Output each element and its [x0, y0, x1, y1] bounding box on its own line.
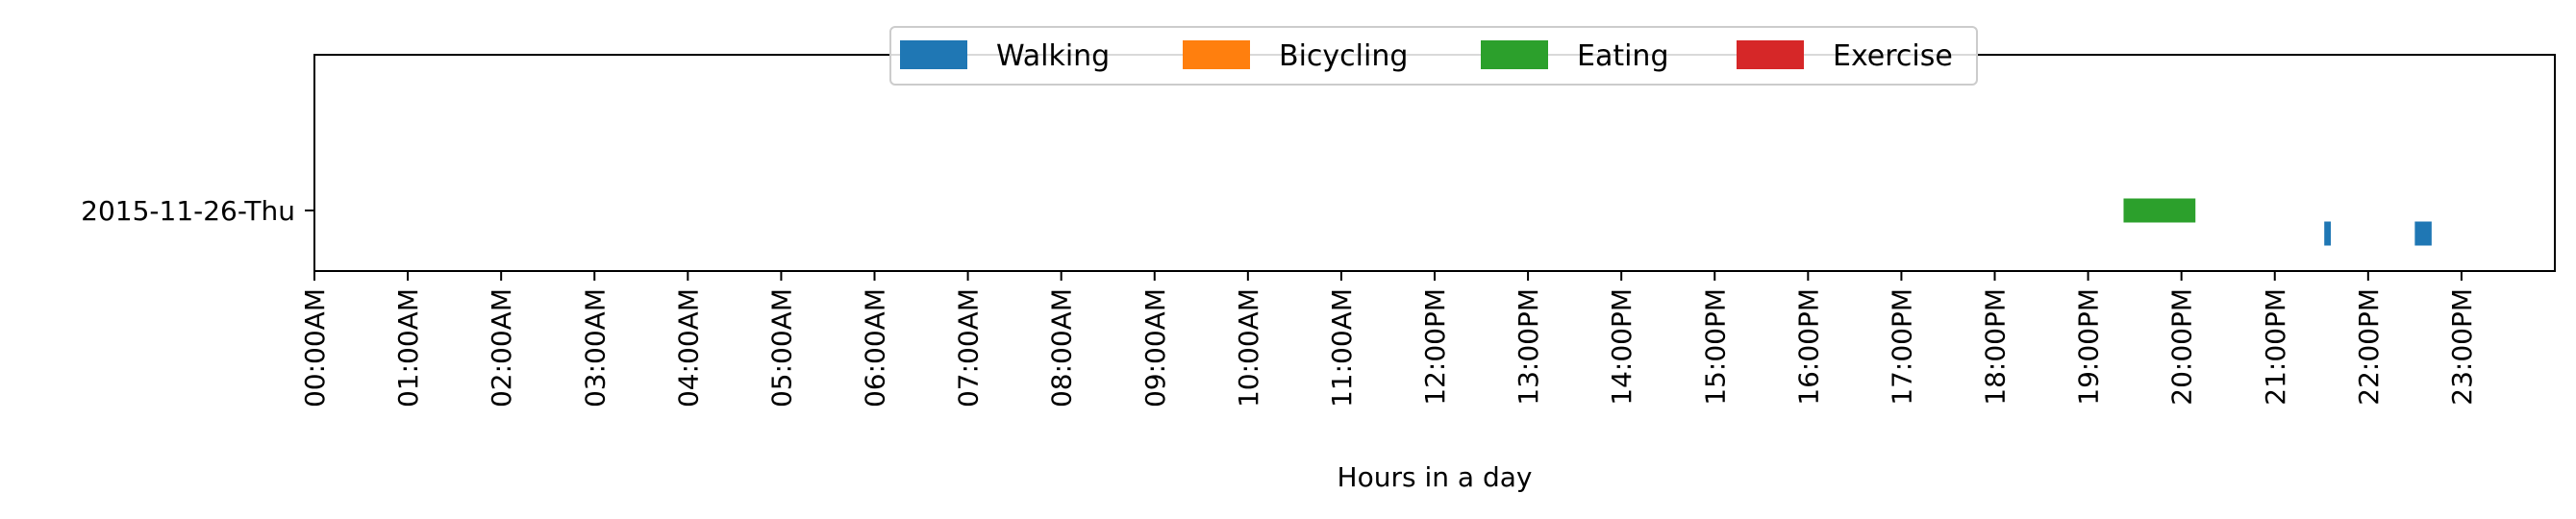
x-tick-label: 17:00PM	[1886, 288, 1917, 406]
x-tick-label: 20:00PM	[2166, 288, 2198, 406]
plot-frame	[313, 54, 2556, 272]
x-tick-label: 19:00PM	[2073, 288, 2105, 406]
x-axis: 00:00AM 01:00AM 02:00AM 03:00AM 04:00AM 05:00…	[299, 271, 2478, 408]
bar-walking-0	[2324, 221, 2331, 246]
x-tick-label: 12:00PM	[1419, 288, 1451, 406]
x-tick-label: 05:00AM	[765, 288, 797, 408]
legend-label-bicycling: Bicycling	[1279, 39, 1408, 73]
x-tick-label: 09:00AM	[1139, 288, 1171, 408]
legend-swatch-eating	[1481, 40, 1548, 69]
bars-layer	[2123, 198, 2432, 246]
x-tick-label: 22:00PM	[2353, 288, 2385, 406]
x-tick-label: 11:00AM	[1326, 288, 1358, 408]
x-tick-label: 08:00AM	[1046, 288, 1078, 408]
legend-swatch-bicycling	[1183, 40, 1250, 69]
x-axis-label: Hours in a day	[1338, 461, 1533, 493]
x-tick-label: 06:00AM	[860, 288, 891, 408]
legend-swatch-exercise	[1737, 40, 1804, 69]
x-tick-label: 21:00PM	[2260, 288, 2291, 406]
x-tick-label: 14:00PM	[1606, 288, 1638, 406]
x-tick-label: 15:00PM	[1699, 288, 1731, 406]
bar-walking-1	[2414, 221, 2432, 246]
x-tick-label: 04:00AM	[672, 288, 704, 408]
x-tick-label: 16:00PM	[1792, 288, 1824, 406]
bar-eating-0	[2123, 198, 2196, 223]
y-tick-label: 2015-11-26-Thu	[81, 195, 295, 227]
legend-label-eating: Eating	[1577, 39, 1669, 73]
x-tick-label: 07:00AM	[953, 288, 985, 408]
x-tick-label: 13:00PM	[1513, 288, 1544, 406]
legend: Walking Bicycling Eating Exercise	[889, 26, 1978, 86]
y-axis: 2015-11-26-Thu	[81, 195, 314, 227]
x-tick-label: 23:00PM	[2446, 288, 2478, 406]
x-tick-label: 01:00AM	[392, 288, 424, 408]
legend-swatch-walking	[900, 40, 967, 69]
legend-label-walking: Walking	[996, 39, 1110, 73]
x-tick-label: 10:00AM	[1233, 288, 1264, 408]
x-tick-label: 18:00PM	[1980, 288, 2012, 406]
legend-box	[889, 26, 1978, 86]
x-tick-label: 02:00AM	[486, 288, 517, 408]
x-tick-label: 03:00AM	[579, 288, 611, 408]
legend-label-exercise: Exercise	[1833, 39, 1953, 73]
x-tick-label: 00:00AM	[299, 288, 331, 408]
